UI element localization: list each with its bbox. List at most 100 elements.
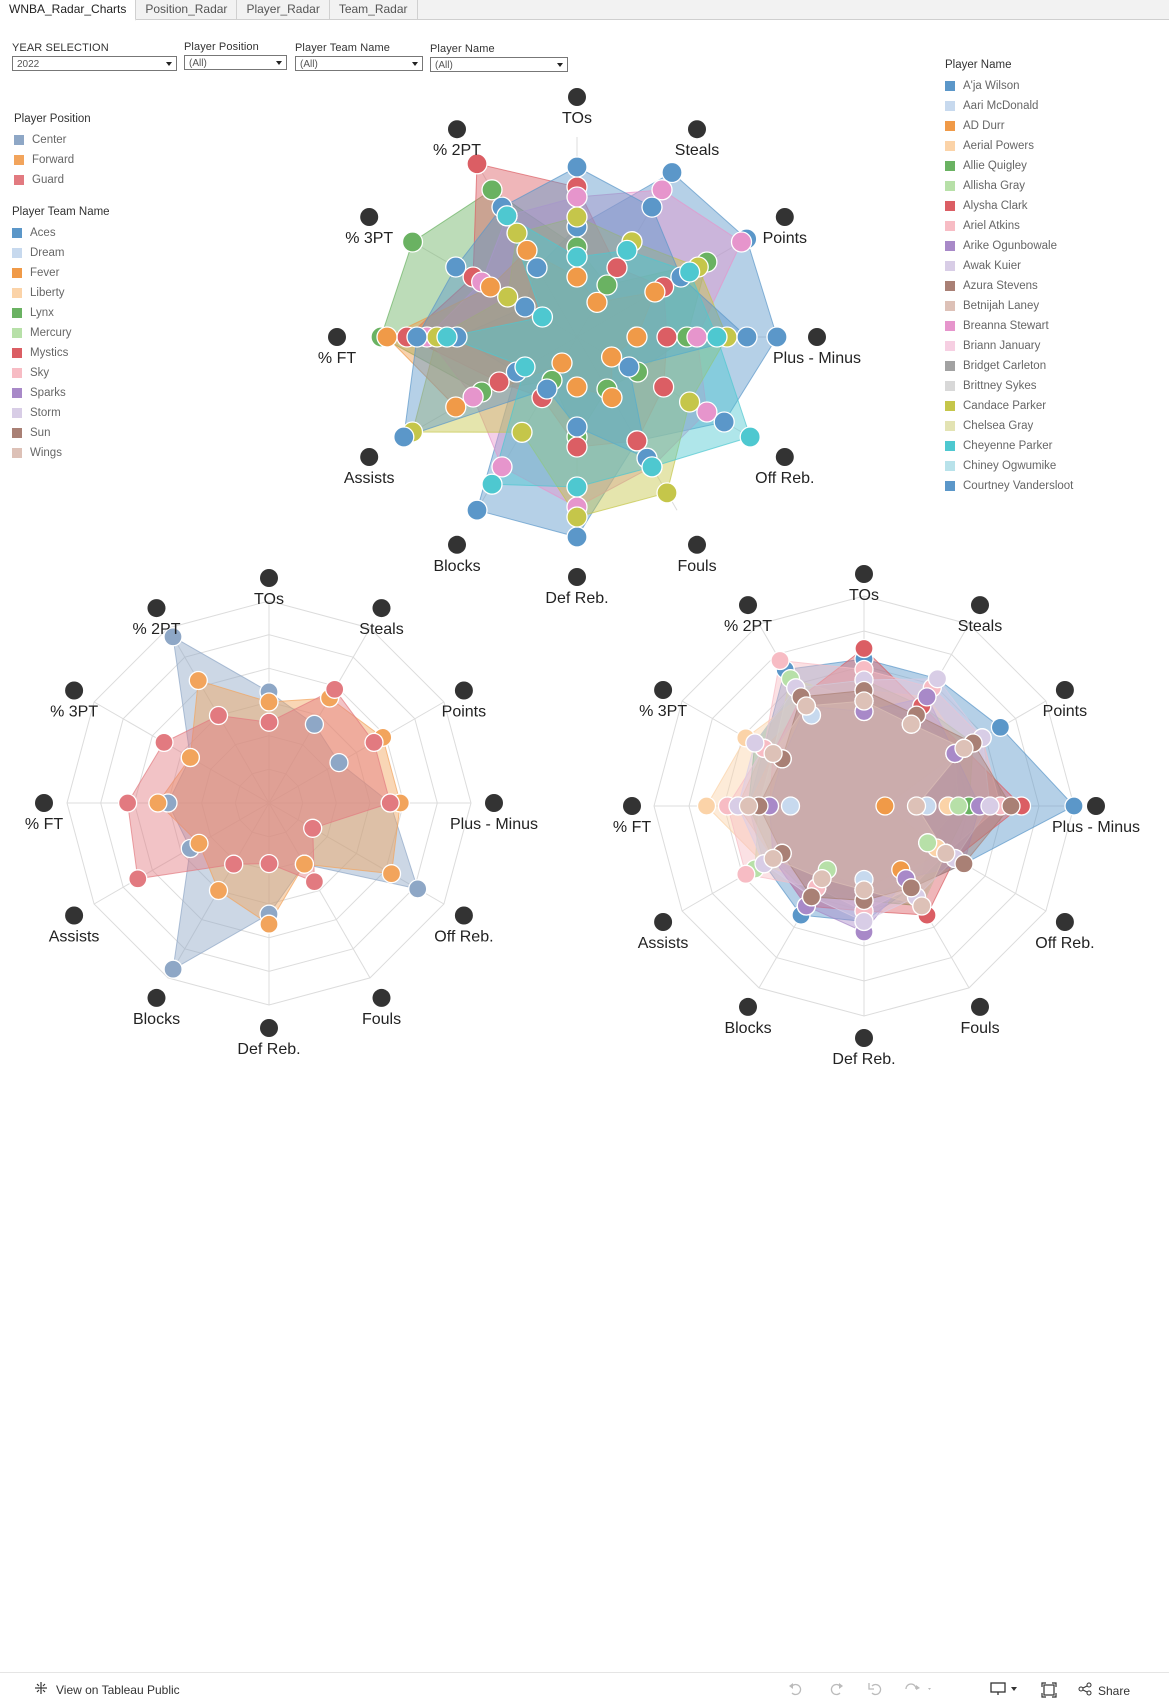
data-point[interactable] — [661, 161, 683, 184]
data-point[interactable] — [766, 326, 788, 348]
data-point[interactable] — [1064, 796, 1084, 816]
data-point[interactable] — [566, 206, 588, 228]
data-point[interactable] — [641, 456, 663, 478]
data-point[interactable] — [854, 691, 874, 711]
data-point[interactable] — [376, 326, 398, 348]
data-point[interactable] — [644, 281, 666, 303]
data-point[interactable] — [381, 864, 402, 884]
year-select[interactable]: 2022 — [12, 56, 177, 71]
team-legend-item[interactable]: Sun — [12, 423, 142, 443]
data-point[interactable] — [380, 793, 400, 813]
player-legend-item[interactable]: Chelsea Gray — [945, 416, 1155, 436]
data-point[interactable] — [696, 796, 717, 816]
share-button[interactable]: Share — [1078, 1682, 1130, 1699]
data-point[interactable] — [713, 411, 735, 433]
data-point[interactable] — [586, 291, 608, 314]
data-point[interactable] — [566, 156, 588, 178]
data-point[interactable] — [566, 526, 588, 548]
data-point[interactable] — [259, 692, 279, 712]
player-legend-item[interactable]: Aerial Powers — [945, 136, 1155, 156]
data-point[interactable] — [906, 796, 927, 816]
position-legend-item[interactable]: Guard — [14, 170, 134, 190]
data-point[interactable] — [304, 714, 325, 734]
data-point[interactable] — [481, 473, 503, 495]
position-legend-item[interactable]: Forward — [14, 150, 134, 170]
data-point[interactable] — [780, 796, 801, 816]
data-point[interactable] — [189, 833, 209, 854]
data-point[interactable] — [208, 705, 229, 726]
data-point[interactable] — [259, 853, 279, 874]
team-legend-item[interactable]: Storm — [12, 403, 142, 423]
team-legend-item[interactable]: Dream — [12, 243, 142, 263]
data-point[interactable] — [406, 326, 428, 348]
data-point[interactable] — [770, 650, 790, 671]
data-point[interactable] — [796, 696, 816, 716]
data-point[interactable] — [566, 476, 588, 498]
data-point[interactable] — [763, 743, 783, 764]
data-point[interactable] — [730, 231, 753, 253]
data-point[interactable] — [466, 153, 488, 175]
player-legend-item[interactable]: Cheyenne Parker — [945, 436, 1155, 456]
data-point[interactable] — [488, 371, 510, 393]
data-point[interactable] — [481, 179, 503, 201]
player-legend-item[interactable]: A'ja Wilson — [945, 76, 1155, 96]
data-point[interactable] — [224, 854, 244, 874]
data-point[interactable] — [948, 796, 969, 816]
data-point[interactable] — [936, 843, 956, 863]
player-select[interactable]: (All) — [430, 57, 568, 72]
team-legend-item[interactable]: Mystics — [12, 343, 142, 363]
view-on-tableau-link[interactable]: View on Tableau Public — [34, 1681, 180, 1698]
data-point[interactable] — [1001, 796, 1021, 816]
data-point[interactable] — [912, 896, 932, 916]
data-point[interactable] — [408, 879, 428, 899]
team-legend-item[interactable]: Aces — [12, 223, 142, 243]
data-point[interactable] — [901, 878, 921, 898]
tab-team-radar[interactable]: Team_Radar — [330, 0, 418, 19]
data-point[interactable] — [536, 378, 558, 400]
data-point[interactable] — [763, 848, 783, 869]
player-legend-item[interactable]: Bridget Carleton — [945, 356, 1155, 376]
data-point[interactable] — [656, 482, 678, 504]
data-point[interactable] — [875, 796, 895, 816]
team-legend-item[interactable]: Lynx — [12, 303, 142, 323]
team-select[interactable]: (All) — [295, 56, 423, 71]
data-point[interactable] — [739, 426, 761, 448]
data-point[interactable] — [566, 246, 588, 268]
data-point[interactable] — [656, 326, 678, 348]
data-point[interactable] — [514, 296, 536, 318]
data-point[interactable] — [626, 430, 648, 452]
data-point[interactable] — [954, 854, 974, 874]
undo-icon[interactable] — [788, 1682, 804, 1699]
data-point[interactable] — [304, 872, 325, 892]
team-legend-item[interactable]: Sparks — [12, 383, 142, 403]
data-point[interactable] — [652, 376, 675, 398]
data-point[interactable] — [188, 670, 208, 691]
data-point[interactable] — [259, 914, 279, 934]
data-point[interactable] — [626, 326, 648, 348]
data-point[interactable] — [466, 499, 488, 521]
player-legend-item[interactable]: Breanna Stewart — [945, 316, 1155, 336]
team-legend-item[interactable]: Liberty — [12, 283, 142, 303]
data-point[interactable] — [180, 747, 200, 768]
data-point[interactable] — [686, 326, 708, 348]
data-point[interactable] — [128, 869, 148, 889]
data-point[interactable] — [606, 257, 628, 279]
data-point[interactable] — [511, 421, 533, 443]
fullscreen-icon[interactable] — [1041, 1682, 1057, 1701]
player-legend-item[interactable]: Chiney Ogwumike — [945, 456, 1155, 476]
data-point[interactable] — [551, 352, 573, 374]
player-legend-item[interactable]: Ariel Atkins — [945, 216, 1155, 236]
player-legend-item[interactable]: Allie Quigley — [945, 156, 1155, 176]
data-point[interactable] — [531, 306, 554, 328]
data-point[interactable] — [566, 186, 588, 208]
revert-icon[interactable] — [868, 1682, 884, 1699]
data-point[interactable] — [526, 257, 548, 279]
data-point[interactable] — [445, 396, 467, 418]
data-point[interactable] — [329, 752, 349, 773]
data-point[interactable] — [393, 426, 415, 448]
data-point[interactable] — [154, 732, 174, 753]
data-point[interactable] — [990, 717, 1011, 737]
player-legend-item[interactable]: Allisha Gray — [945, 176, 1155, 196]
data-point[interactable] — [736, 864, 756, 884]
data-point[interactable] — [506, 222, 528, 244]
